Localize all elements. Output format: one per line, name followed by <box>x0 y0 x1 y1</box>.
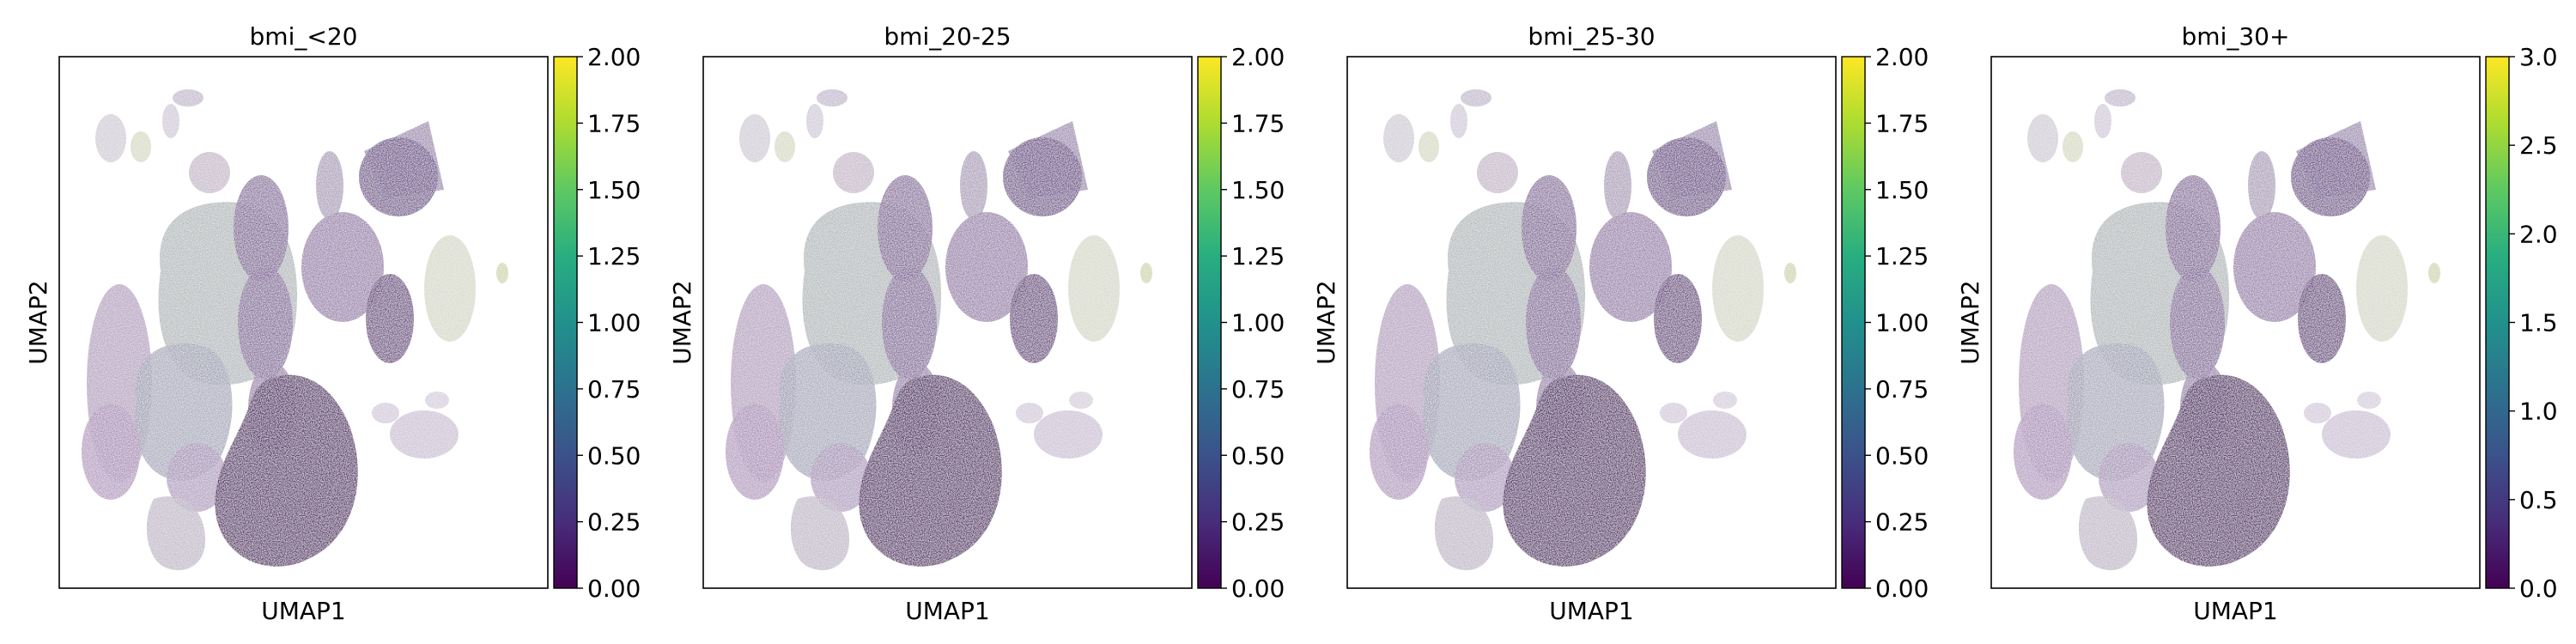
axes-frame <box>1346 56 1837 589</box>
panels-layer: bmi_<20 UMAP1 UMAP2 0.00 0.25 0.50 0.75 1.00 1.2… <box>24 22 2558 625</box>
colorbar-tick-label: 1.25 <box>1231 242 1285 270</box>
colorbar-tick-label: 1.75 <box>587 109 641 137</box>
colorbar-tick-label: 1.50 <box>1875 176 1929 204</box>
colorbar-tick-label: 0.50 <box>587 441 641 470</box>
umap-panel-2: bmi_20-25 UMAP1 UMAP2 0.00 0.25 0.50 0.75 1.00 1… <box>668 22 1285 625</box>
panel-title: bmi_25-30 <box>1528 22 1655 51</box>
x-axis-label: UMAP1 <box>2193 597 2278 625</box>
colorbar-tick-label: 0.00 <box>1231 574 1285 603</box>
colorbar-tick-label: 0.00 <box>1875 574 1929 603</box>
scatter-cells <box>726 89 1152 571</box>
colorbar-tick-label: 2.00 <box>1231 43 1285 71</box>
colorbar-tick-label: 1.25 <box>1875 242 1929 270</box>
panel-title: bmi_<20 <box>250 22 358 51</box>
colorbar-tick-label: 0.75 <box>1231 375 1285 404</box>
colorbar-tick-label: 2.5 <box>2519 131 2558 160</box>
colorbar-tick-label: 0.75 <box>587 375 641 404</box>
colorbar-tick-label: 0.00 <box>587 574 641 603</box>
x-axis-label: UMAP1 <box>905 597 990 625</box>
x-axis-label: UMAP1 <box>1549 597 1634 625</box>
colorbar-tick-label: 1.75 <box>1231 109 1285 137</box>
scatter-cells <box>2014 89 2440 571</box>
y-axis-label: UMAP2 <box>24 280 52 365</box>
colorbar-tick-label: 2.0 <box>2519 220 2558 248</box>
colorbar-tick-label: 0.75 <box>1875 375 1929 404</box>
axes-frame <box>1990 56 2481 589</box>
y-axis-label: UMAP2 <box>1312 280 1340 365</box>
colorbar-tick-label: 0.50 <box>1875 441 1929 470</box>
colorbar-tick-label: 1.25 <box>587 242 641 270</box>
colorbar-tick-label: 1.00 <box>1231 309 1285 337</box>
panel-title: bmi_20-25 <box>884 22 1011 51</box>
x-axis-label: UMAP1 <box>261 597 346 625</box>
colorbar <box>1197 56 1222 589</box>
axes-frame <box>702 56 1193 589</box>
colorbar-tick-label: 0.0 <box>2519 574 2558 603</box>
colorbar-tick-label: 2.00 <box>587 43 641 71</box>
colorbar-tick-label: 0.25 <box>1875 508 1929 537</box>
colorbar-tick-label: 0.25 <box>1231 508 1285 537</box>
axes-frame <box>58 56 549 589</box>
colorbar-tick-label: 1.75 <box>1875 109 1929 137</box>
umap-panel-3: bmi_25-30 UMAP1 UMAP2 0.00 0.25 0.50 0.75 1.00 1… <box>1312 22 1929 625</box>
colorbar-tick-label: 1.5 <box>2519 309 2558 337</box>
colorbar <box>553 56 578 589</box>
colorbar <box>2485 56 2510 589</box>
panel-title: bmi_30+ <box>2182 22 2290 51</box>
scatter-cells <box>82 89 508 571</box>
y-axis-label: UMAP2 <box>668 280 696 365</box>
y-axis-label: UMAP2 <box>1956 280 1984 365</box>
colorbar-tick-label: 2.00 <box>1875 43 1929 71</box>
colorbar-tick-label: 0.50 <box>1231 441 1285 470</box>
umap-panel-1: bmi_<20 UMAP1 UMAP2 0.00 0.25 0.50 0.75 1.00 1.2… <box>24 22 641 625</box>
colorbar-tick-label: 1.0 <box>2519 398 2558 426</box>
colorbar-tick-label: 1.50 <box>587 176 641 204</box>
colorbar <box>1841 56 1866 589</box>
colorbar-tick-label: 1.00 <box>1875 309 1929 337</box>
colorbar-tick-label: 1.00 <box>587 309 641 337</box>
colorbar-tick-label: 0.5 <box>2519 486 2558 514</box>
colorbar-tick-label: 3.0 <box>2519 43 2558 71</box>
scatter-cells <box>1370 89 1796 571</box>
colorbar-tick-label: 1.50 <box>1231 176 1285 204</box>
colorbar-tick-label: 0.25 <box>587 508 641 537</box>
umap-panel-4: bmi_30+ UMAP1 UMAP2 0.0 0.5 1.0 1.5 2.0 2.5 3.0 <box>1956 22 2558 625</box>
